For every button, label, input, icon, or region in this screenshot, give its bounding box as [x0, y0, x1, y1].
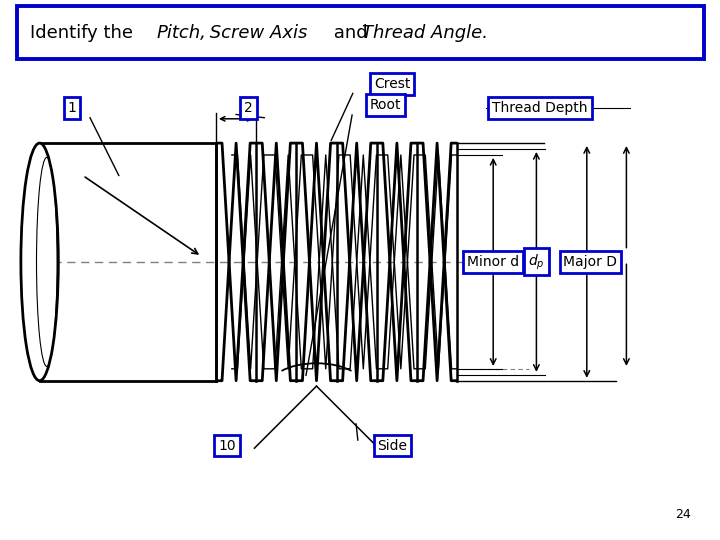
Text: Side: Side — [377, 438, 408, 453]
Text: and: and — [328, 24, 373, 42]
Text: Minor d: Minor d — [467, 255, 519, 269]
Text: Screw Axis: Screw Axis — [204, 24, 307, 42]
Text: Identify the: Identify the — [30, 24, 139, 42]
Text: 1: 1 — [68, 101, 76, 115]
Text: $d_p$: $d_p$ — [528, 252, 544, 272]
Text: Major D: Major D — [563, 255, 618, 269]
Text: 24: 24 — [675, 508, 691, 521]
Text: 2: 2 — [244, 101, 253, 115]
Text: Root: Root — [369, 98, 401, 112]
Ellipse shape — [21, 143, 58, 381]
Text: Thread Angle.: Thread Angle. — [362, 24, 488, 42]
FancyBboxPatch shape — [17, 6, 704, 59]
Text: Crest: Crest — [374, 77, 410, 91]
Text: Thread Depth: Thread Depth — [492, 101, 588, 115]
Text: 10: 10 — [218, 438, 235, 453]
Text: Pitch,: Pitch, — [157, 24, 207, 42]
